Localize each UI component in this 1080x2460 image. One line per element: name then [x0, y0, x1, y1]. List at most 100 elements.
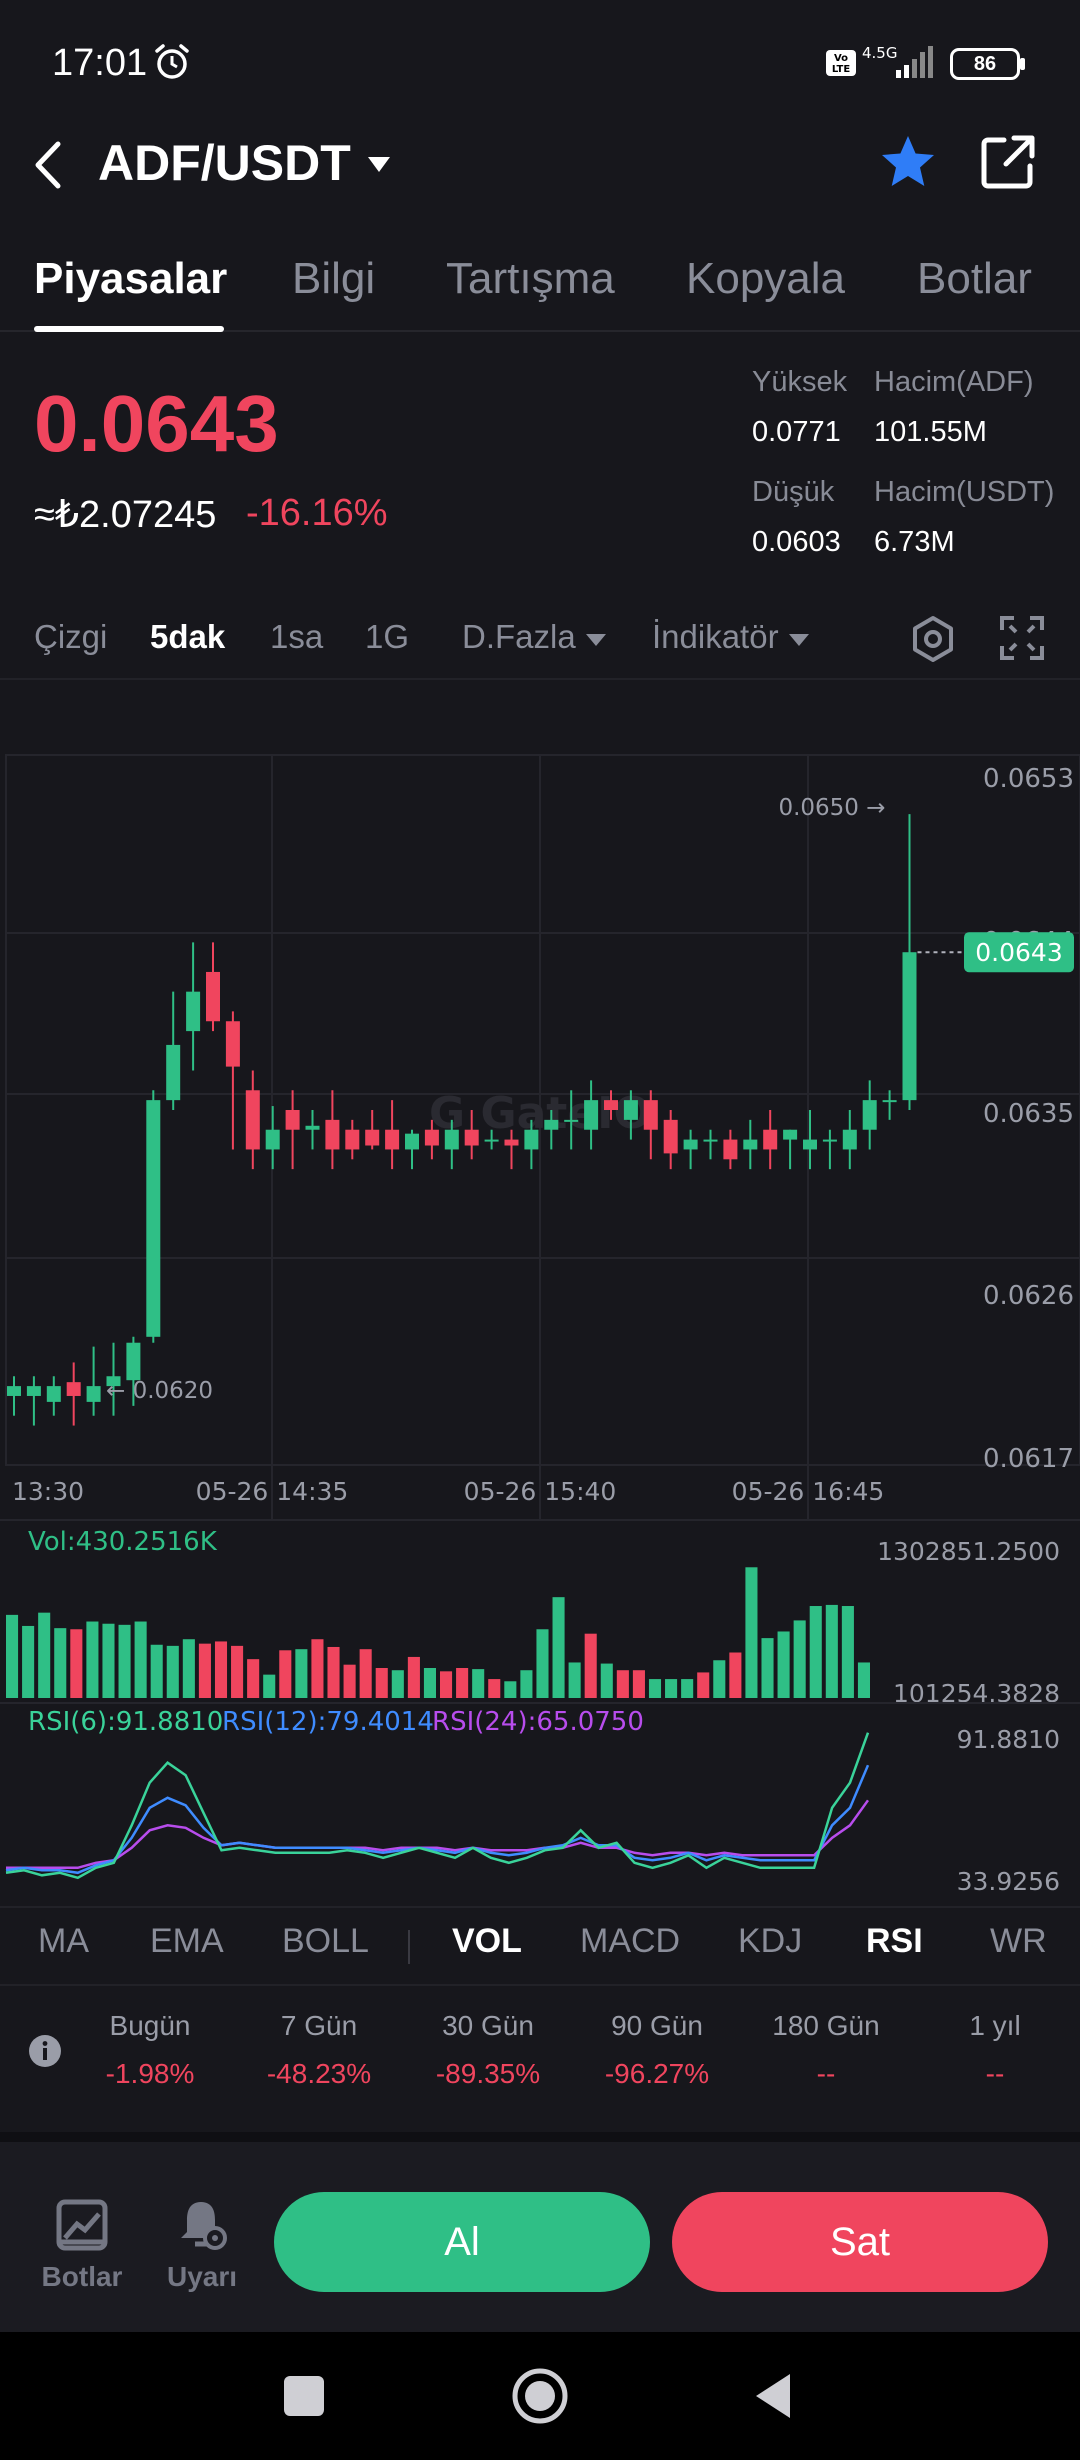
current-price-tag: [964, 932, 1074, 973]
sell-button[interactable]: Sat: [672, 2192, 1048, 2292]
candle-body: [225, 1021, 240, 1067]
buy-button[interactable]: Al: [274, 2192, 650, 2292]
period-5m[interactable]: 5dak: [150, 618, 226, 655]
price-axis-label: 0.0653: [983, 764, 1074, 794]
volume-bar: [456, 1668, 469, 1698]
volume-axis-max: 1302851.2500: [877, 1537, 1060, 1566]
volume-bar: [118, 1624, 131, 1698]
candle-body: [126, 1342, 141, 1381]
ind-macd[interactable]: MACD: [580, 1922, 681, 1960]
tab-info[interactable]: Bilgi: [292, 254, 376, 303]
ind-kdj[interactable]: KDJ: [738, 1922, 803, 1960]
volume-bar: [22, 1625, 35, 1698]
info-icon[interactable]: [28, 2034, 62, 2068]
volume-bar: [761, 1638, 774, 1698]
volume-bar: [198, 1643, 211, 1698]
period-line[interactable]: Çizgi: [34, 618, 108, 655]
candle-body: [842, 1129, 857, 1150]
pair-title[interactable]: ADF/USDT: [98, 135, 351, 191]
high-marker: 0.0650 →: [778, 795, 885, 821]
rsi12-label: RSI(12):79.4014: [222, 1707, 434, 1737]
caret-down-icon[interactable]: [366, 154, 392, 174]
recent-apps-icon[interactable]: [282, 2374, 326, 2418]
candlestick-chart[interactable]: G GateIO0.06530.06440.06350.06260.06170.…: [0, 740, 1080, 1905]
candle-body: [106, 1376, 121, 1387]
volume-bar: [745, 1567, 758, 1698]
high-label: Yüksek: [752, 366, 848, 398]
indicator-menu[interactable]: İndikatör: [652, 618, 810, 656]
battery-tip: [1020, 58, 1025, 70]
network-type: 4.5G: [862, 44, 897, 62]
candle-body: [803, 1139, 817, 1150]
candle-body: [424, 1129, 439, 1146]
volume-quote-value: 6.73M: [874, 526, 955, 558]
nav-bots[interactable]: Botlar: [32, 2198, 132, 2293]
period-1d[interactable]: 1G: [365, 618, 410, 655]
favorite-star-icon[interactable]: [878, 132, 938, 192]
indicator-menu-label: İndikatör: [652, 618, 779, 655]
chart-settings-icon[interactable]: [908, 614, 958, 664]
volume-bar: [825, 1604, 838, 1698]
ind-rsi[interactable]: RSI: [866, 1922, 923, 1960]
indicator-tabs: MA EMA BOLL VOL MACD KDJ RSI WR: [0, 1906, 1080, 1982]
volume-bar: [777, 1631, 790, 1698]
tab-discussion[interactable]: Tartışma: [446, 254, 615, 303]
ind-boll[interactable]: BOLL: [282, 1922, 369, 1960]
period-more[interactable]: D.Fazla: [462, 618, 607, 656]
price-panel-frame: [5, 754, 1080, 1466]
volume-bar: [134, 1621, 147, 1698]
volume-bar: [407, 1656, 420, 1698]
ind-ema[interactable]: EMA: [150, 1922, 224, 1960]
candle-body: [584, 1100, 599, 1130]
low-label: Düşük: [752, 476, 835, 508]
rsi-axis-max: 91.8810: [957, 1725, 1060, 1754]
candle-body: [544, 1119, 559, 1130]
time-axis-label: 05-26 14:35: [196, 1477, 349, 1506]
bots-chart-icon: [56, 2199, 108, 2251]
watermark-logo: G GateIO: [429, 1088, 651, 1139]
tab-copy[interactable]: Kopyala: [686, 254, 846, 303]
volume-bar: [504, 1681, 517, 1698]
bottom-action-bar: Botlar Uyarı Al Sat: [0, 2142, 1080, 2332]
tab-bots[interactable]: Botlar: [917, 254, 1032, 303]
candle-body: [146, 1100, 161, 1337]
fiat-price: ≈₺2.07245: [34, 494, 217, 536]
candle-body: [166, 1044, 181, 1101]
volume-base-label: Hacim(ADF): [874, 366, 1034, 398]
back-nav-icon[interactable]: [752, 2372, 794, 2420]
status-bar: 17:01 Vo LTE 4.5G 86: [0, 0, 1080, 130]
volume-bar: [536, 1629, 549, 1698]
candle-body: [86, 1386, 101, 1402]
section-divider: [0, 2132, 1080, 2142]
candle-body: [743, 1139, 758, 1150]
volume-bar: [584, 1633, 597, 1698]
time-axis-label: 05-26 15:40: [464, 1477, 617, 1506]
ind-vol[interactable]: VOL: [452, 1922, 522, 1960]
nav-alerts[interactable]: Uyarı: [152, 2198, 252, 2293]
volume-bar: [38, 1612, 51, 1698]
tab-markets[interactable]: Piyasalar: [34, 254, 228, 303]
volume-bar: [568, 1662, 581, 1698]
candle-body: [663, 1119, 678, 1154]
alarm-icon: [155, 44, 189, 79]
volume-bar: [616, 1670, 629, 1698]
volume-bar: [295, 1649, 308, 1698]
volume-base-value: 101.55M: [874, 416, 987, 448]
candle-body: [723, 1139, 738, 1160]
volume-bar: [359, 1649, 372, 1698]
volume-bar: [697, 1672, 710, 1698]
candle-body: [7, 1386, 21, 1396]
back-arrow-icon[interactable]: [28, 138, 68, 192]
ind-ma[interactable]: MA: [38, 1922, 89, 1960]
candle-body: [683, 1139, 698, 1150]
ind-wr[interactable]: WR: [990, 1922, 1047, 1960]
candle-body: [66, 1382, 81, 1396]
fullscreen-icon[interactable]: [998, 614, 1046, 662]
candle-body: [643, 1100, 658, 1130]
low-value: 0.0603: [752, 526, 841, 558]
period-1h[interactable]: 1sa: [270, 618, 324, 655]
share-icon[interactable]: [980, 134, 1036, 190]
indicator-divider: [408, 1930, 410, 1964]
candle-body: [365, 1129, 380, 1146]
home-icon[interactable]: [510, 2366, 570, 2426]
